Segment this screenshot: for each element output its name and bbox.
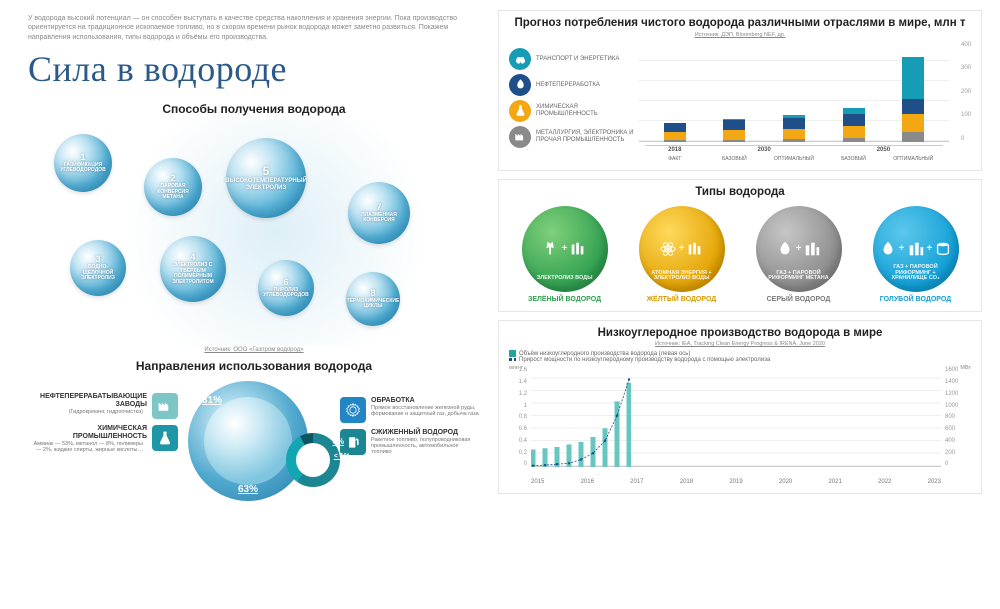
forecast-legend-item: НЕФТЕПЕРЕРАБОТКА [509,74,639,96]
production-panel: Низкоуглеродное производство водорода в … [498,320,982,495]
reform-icon [907,236,925,262]
gas-icon [879,236,897,262]
method-bubble: 2ПАРОВАЯ КОНВЕРСИЯ МЕТАНА [144,158,202,216]
forecast-bar [902,57,924,142]
forecast-heading: Прогноз потребления чистого водорода раз… [509,17,971,31]
type-card: ++ГАЗ + ПАРОВОЙ РИФОРМИНГ + ХРАНИЛИЩЕ CO… [860,206,971,303]
gas-icon [776,236,794,262]
methods-source: Источник: ООО «Газпром водород» [28,347,480,353]
method-bubble: 8ТЕРМОХИМИЧЕСКИЕ ЦИКЛЫ [346,272,400,326]
usage-item: НЕФТЕПЕРЕРАБАТЫВАЮЩИЕ ЗАВОДЫ(Гидрокрекин… [28,393,178,419]
electrolysis-icon [569,236,587,262]
types-heading: Типы водорода [509,186,971,200]
atom-icon [659,236,677,262]
usage-pct-top: 31% [202,395,222,406]
methods-heading: Способы получения водорода [28,102,480,116]
forecast-bar [783,115,805,142]
forecast-stacked-chart: 4003002001000 ФАКТБАЗОВЫЙОПТИМАЛЬНЫЙБАЗО… [639,42,971,162]
forecast-legend-item: ХИМИЧЕСКАЯ ПРОМЫШЛЕННОСТЬ [509,100,639,122]
method-bubble: 5ВЫСОКОТЕМПЕРАТУРНЫЙ ЭЛЕКТРОЛИЗ [226,138,306,218]
production-chart: млн т МВт 1.61.41.210.80.60.40.20 160014… [509,367,971,485]
usage-heading: Направления использования водорода [28,359,480,373]
storage-icon [934,236,952,262]
prod-legend-item: Объём низкоуглеродного производства водо… [509,350,971,357]
usage-pct-big: 63% [238,484,258,495]
type-card: +АТОМНАЯ ЭНЕРГИЯ + ЭЛЕКТРОЛИЗ ВОДЫЖЁЛТЫЙ… [626,206,737,303]
forecast-bar [843,108,865,142]
types-panel: Типы водорода +ЭЛЕКТРОЛИЗ ВОДЫЗЕЛЁНЫЙ ВО… [498,179,982,312]
usage-item: ХИМИЧЕСКАЯ ПРОМЫШЛЕННОСТЬАммиак — 53%, м… [28,425,178,452]
page-title: Сила в водороде [28,48,480,90]
forecast-legend-item: ТРАНСПОРТ И ЭНЕРГЕТИКА [509,48,639,70]
usage-donut-large: 31% 63% [188,381,308,501]
usage-item: СЖИЖЕННЫЙ ВОДОРОДРакетное топливо, полуп… [340,429,480,455]
forecast-source: Источник: ДЭП, Bloomberg NEF, др. [509,32,971,38]
intro-text: У водорода высокий потенциал — он способ… [28,14,458,42]
production-source: Источник: IEA, Tracking Clean Energy Pro… [509,341,971,347]
usage-icon [152,393,178,419]
type-card: +ГАЗ + ПАРОВОЙ РИФОРМИНГ МЕТАНАСЕРЫЙ ВОД… [743,206,854,303]
method-bubble: 7ПЛАЗМЕННАЯ КОНВЕРСИЯ [348,182,410,244]
usage-pct-mid: 6% [332,437,344,446]
forecast-bar [723,119,745,142]
forecast-bar [664,123,686,142]
method-bubble: 3ВОДНО-ЩЕЛОЧНОЙ ЭЛЕКТРОЛИЗ [70,240,126,296]
forecast-panel: Прогноз потребления чистого водорода раз… [498,10,982,171]
usage-item: ОБРАБОТКАПрямое восстановление железной … [340,397,480,423]
type-card: +ЭЛЕКТРОЛИЗ ВОДЫЗЕЛЁНЫЙ ВОДОРОД [509,206,620,303]
wind-icon [542,236,560,262]
usage-pct-low: < 1% [334,453,350,460]
method-bubble: 4ЭЛЕКТРОЛИЗ С ТВЁРДЫМ ПОЛИМЕРНЫМ ЭЛЕКТРО… [160,236,226,302]
usage-icon [152,425,178,451]
production-heading: Низкоуглеродное производство водорода в … [509,327,971,341]
usage-icon [340,397,366,423]
methods-bubble-chart: 1ГАЗИФИКАЦИЯ УГЛЕВОДОРОДОВ 2ПАРОВАЯ КОНВЕ… [28,120,478,345]
prod-legend-item: Прирост мощности по низкоуглеродному про… [509,357,971,363]
method-bubble: 1ГАЗИФИКАЦИЯ УГЛЕВОДОРОДОВ [54,134,112,192]
reform-icon [803,236,821,262]
usage-chart: НЕФТЕПЕРЕРАБАТЫВАЮЩИЕ ЗАВОДЫ(Гидрокрекин… [28,375,480,513]
usage-donut-small: 6% < 1% [286,433,340,487]
electrolysis-icon [686,236,704,262]
forecast-legend-item: МЕТАЛЛУРГИЯ, ЭЛЕКТРОНИКА И ПРОЧАЯ ПРОМЫШ… [509,126,639,148]
method-bubble: 6ПИРОЛИЗ УГЛЕВОДОРОДОВ [258,260,314,316]
